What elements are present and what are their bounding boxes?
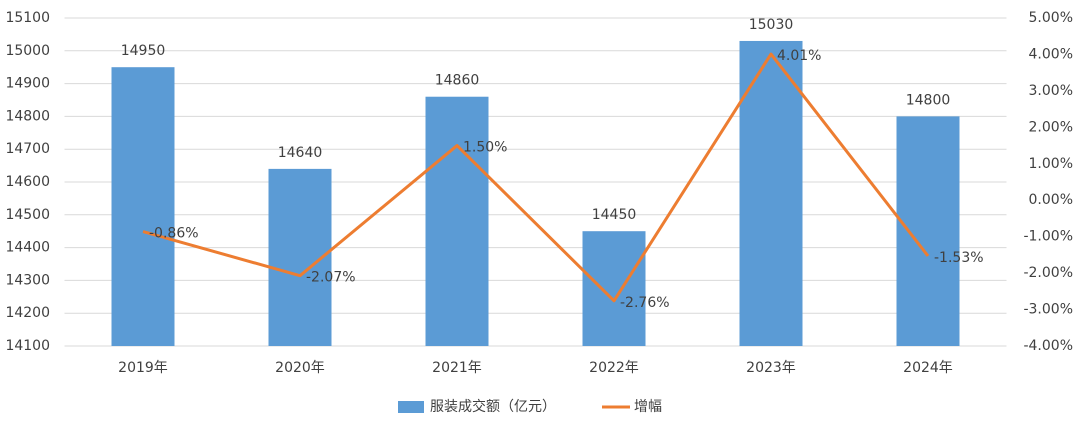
y2-tick-label: -2.00% [1023, 265, 1073, 281]
bar-value-label: 15030 [749, 17, 794, 33]
bar-value-label: 14800 [906, 92, 951, 108]
bar [582, 231, 646, 346]
y-tick-label: 14400 [5, 240, 50, 256]
line-value-label: 1.50% [463, 140, 507, 156]
y2-tick-label: -3.00% [1023, 302, 1073, 318]
bar [896, 116, 960, 347]
y-tick-label: 14600 [5, 174, 50, 190]
line [142, 52, 930, 303]
y2-tick-label: 3.00% [1029, 83, 1073, 99]
y2-tick-label: -1.00% [1023, 229, 1073, 245]
bar-value-label: 14860 [435, 73, 480, 89]
x-tick-label: 2024年 [903, 360, 953, 376]
legend-label: 增幅 [634, 399, 662, 415]
y-tick-label: 14300 [5, 272, 50, 288]
bar-value-label: 14640 [278, 145, 323, 161]
x-tick-label: 2023年 [746, 360, 796, 376]
legend-label: 服装成交额（亿元） [430, 398, 556, 415]
line-value-label: -0.86% [149, 226, 199, 242]
y-tick-label: 14800 [5, 108, 50, 124]
x-tick-label: 2022年 [589, 360, 639, 376]
bar [111, 67, 175, 346]
y-tick-label: 15100 [5, 10, 50, 26]
line-value-label: -2.07% [306, 270, 356, 286]
y2-tick-label: -4.00% [1023, 338, 1073, 354]
y2-tick-label: 2.00% [1029, 119, 1073, 135]
y2-tick-label: 5.00% [1029, 10, 1073, 26]
line-value-label: 4.01% [777, 48, 821, 64]
x-tick-label: 2021年 [432, 360, 482, 376]
y2-tick-label: 4.00% [1029, 46, 1073, 62]
y-tick-label: 14100 [5, 338, 50, 354]
y2-tick-label: 0.00% [1029, 192, 1073, 208]
bar [739, 40, 803, 347]
y-tick-label: 15000 [5, 43, 50, 59]
line-value-label: -1.53% [934, 250, 984, 266]
y-tick-label: 14500 [5, 207, 50, 223]
bar-value-label: 14950 [121, 43, 166, 59]
legend-swatch [398, 401, 424, 413]
x-tick-label: 2020年 [275, 360, 325, 376]
y-tick-label: 14200 [5, 305, 50, 321]
y-tick-label: 14900 [5, 76, 50, 92]
bar [425, 96, 489, 346]
bar-value-label: 14450 [592, 207, 637, 223]
y2-tick-label: 1.00% [1029, 156, 1073, 172]
line-value-label: -2.76% [620, 295, 670, 311]
y-tick-label: 14700 [5, 141, 50, 157]
x-tick-label: 2019年 [118, 360, 168, 376]
